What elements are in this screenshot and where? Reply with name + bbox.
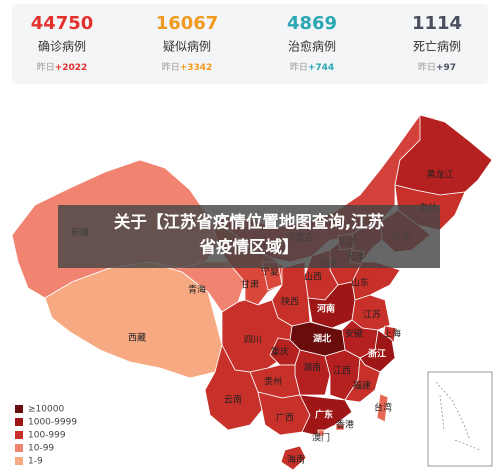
province-label: 重庆 [271,346,289,358]
stat-yesterday: 昨日+3342 [162,61,213,73]
province [317,429,325,437]
legend-swatch [15,444,23,452]
legend-label: 10-99 [28,444,54,454]
stat-yesterday: 昨日+2022 [37,61,88,73]
province-label: 宁夏 [261,266,279,278]
province-label: 湖南 [303,362,321,374]
stat-label: 死亡病例 [413,39,461,54]
legend-label: 1-9 [28,457,43,467]
stat-yesterday: 昨日+97 [418,61,456,73]
stat-yesterday: 昨日+744 [290,61,334,73]
province-label: 福建 [353,380,371,392]
province [335,423,345,431]
yesterday-change: +3342 [180,63,213,73]
yesterday-change: +2022 [55,63,88,73]
stat-label: 疑似病例 [163,39,211,54]
province-label: 广西 [276,412,294,424]
province-label: 云南 [224,394,242,406]
yesterday-label: 昨日 [37,61,55,73]
province [280,445,307,471]
province [344,356,381,403]
stats-panel [12,4,488,84]
banner-background [58,205,440,268]
yesterday-change: +97 [436,63,456,73]
province-label: 甘肃 [241,279,259,291]
province-label: 黑龙江 [426,169,453,181]
stat-value: 16067 [156,13,219,34]
legend-label: 1000-9999 [28,418,77,428]
province-label: 江苏 [363,309,381,321]
yesterday-change: +744 [308,63,334,73]
legend-swatch [15,431,23,439]
province-label: 台湾 [374,402,392,414]
yesterday-label: 昨日 [418,61,436,73]
province [376,393,389,423]
legend-label: ≥10000 [28,405,64,415]
province-label: 贵州 [264,376,282,388]
yesterday-label: 昨日 [290,61,308,73]
stat-value: 44750 [31,13,94,34]
legend-label: 100-999 [28,431,66,441]
legend-swatch [15,405,23,413]
china-map: 新疆西藏青海甘肃内蒙古黑龙江吉林辽宁河北北京天津山西宁夏陕西山东河南江苏安徽上海… [11,114,493,471]
province-label: 山东 [351,277,369,289]
inset-lines [435,381,481,451]
legend-swatch [15,457,23,465]
province-label: 四川 [244,336,262,346]
province-label: 上海 [383,328,401,340]
stat-label: 确诊病例 [38,39,86,54]
stat-value: 1114 [412,13,462,34]
province-label: 安徽 [345,328,363,340]
banner-title: 省疫情区域】 [199,237,299,257]
legend-swatch [15,418,23,426]
south-sea-inset [427,371,493,467]
province-label: 浙江 [368,348,386,360]
province [299,394,353,436]
province-label: 河南 [317,303,335,315]
stat-value: 4869 [287,13,337,34]
province-label: 澳门 [312,432,330,444]
province-label: 西藏 [128,332,146,344]
province-label: 广东 [315,409,333,421]
province-label: 青海 [188,284,206,296]
province-label: 香港 [336,419,354,431]
stat-label: 治愈病例 [288,39,336,54]
province-label: 海南 [287,454,305,466]
province-label: 陕西 [281,296,299,308]
province-label: 江西 [333,366,351,377]
province-label: 湖北 [313,333,331,345]
yesterday-label: 昨日 [162,61,180,73]
province-label: 山西 [304,272,322,283]
banner-title: 关于【江苏省疫情位置地图查询,江苏 [114,212,385,232]
province [394,114,493,196]
